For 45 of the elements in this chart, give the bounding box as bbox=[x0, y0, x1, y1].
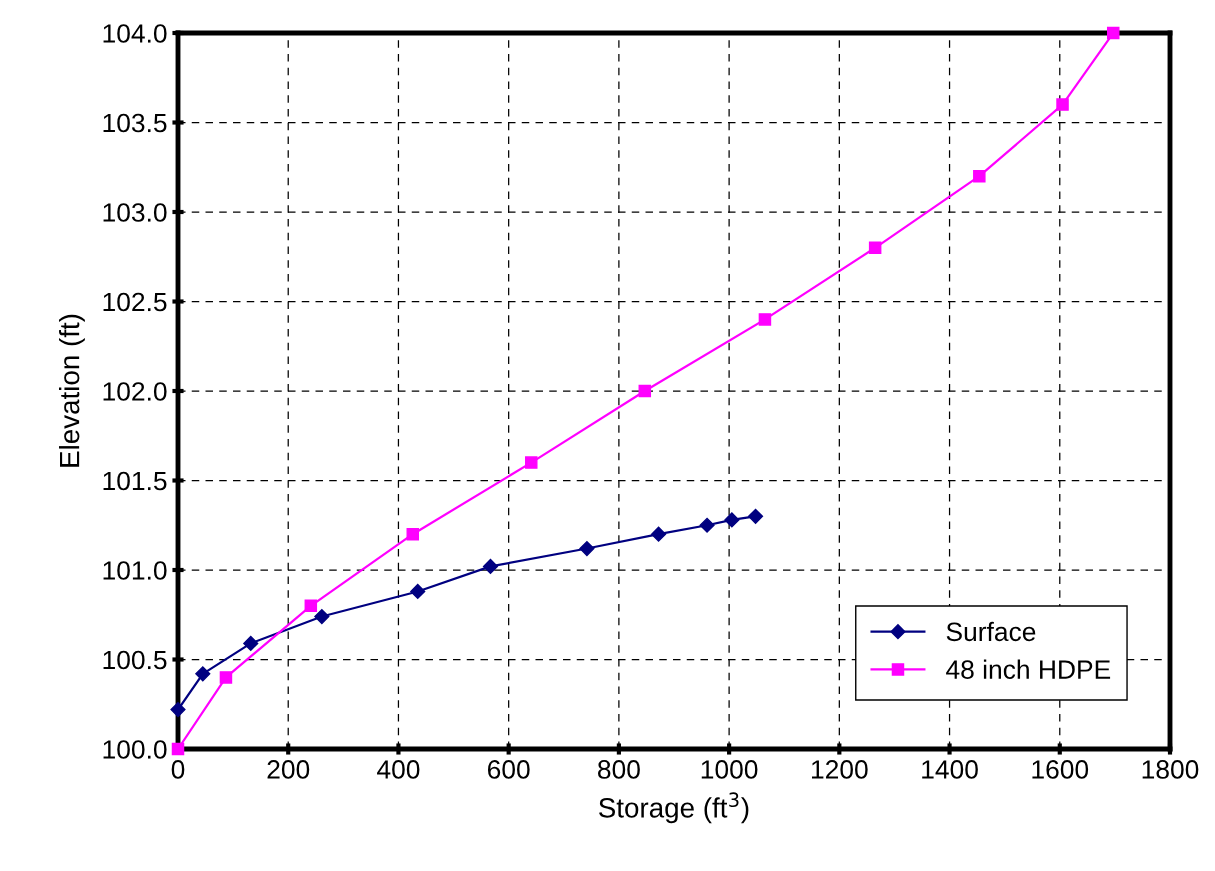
x-tick-label: 200 bbox=[267, 760, 310, 779]
x-tick-label: 600 bbox=[487, 760, 530, 779]
x-tick-label: 400 bbox=[377, 760, 420, 779]
point bbox=[638, 384, 652, 398]
point bbox=[482, 558, 499, 574]
point bbox=[406, 527, 420, 541]
point bbox=[410, 583, 426, 600]
point bbox=[973, 169, 986, 183]
x-axis-title: Storage (ft$^{3}$) bbox=[599, 792, 749, 824]
point bbox=[650, 526, 667, 542]
point bbox=[699, 517, 715, 533]
point bbox=[747, 508, 764, 524]
x-tick-label: 1800 bbox=[1142, 760, 1199, 779]
point bbox=[724, 512, 740, 528]
point bbox=[758, 313, 772, 326]
point bbox=[195, 666, 211, 682]
point bbox=[219, 671, 233, 684]
legend-label: Surface bbox=[946, 621, 1036, 642]
y-tick-label: 101.0 bbox=[103, 561, 167, 580]
x-tick-label: 1200 bbox=[812, 760, 868, 779]
point bbox=[314, 608, 330, 625]
y-tick-label: 103.0 bbox=[103, 203, 167, 222]
point bbox=[579, 540, 595, 557]
point bbox=[304, 599, 318, 613]
point bbox=[525, 456, 538, 469]
x-tick-label: 1400 bbox=[922, 760, 978, 779]
y-tick-label: 102.0 bbox=[103, 382, 167, 401]
point bbox=[1106, 26, 1120, 40]
x-tick-label: 800 bbox=[598, 760, 640, 779]
y-axis-title: Elevation (ft) bbox=[58, 314, 85, 467]
y-tick-label: 102.5 bbox=[103, 292, 167, 312]
y-tick-label: 103.5 bbox=[103, 113, 167, 133]
y-tick-label: 100.5 bbox=[103, 650, 167, 670]
point bbox=[170, 702, 186, 718]
y-tick-label: 100.0 bbox=[103, 740, 167, 759]
legend-label: 48 inch HDPE bbox=[946, 659, 1111, 679]
x-tick-label: 1000 bbox=[701, 760, 758, 779]
point bbox=[868, 241, 882, 255]
point bbox=[1056, 98, 1069, 111]
x-tick-label: 0 bbox=[171, 760, 185, 779]
point bbox=[171, 742, 185, 756]
y-tick-label: 101.5 bbox=[103, 471, 167, 491]
y-tick-label: 104.0 bbox=[103, 24, 167, 43]
point bbox=[243, 635, 259, 651]
x-tick-label: 1600 bbox=[1032, 760, 1089, 779]
